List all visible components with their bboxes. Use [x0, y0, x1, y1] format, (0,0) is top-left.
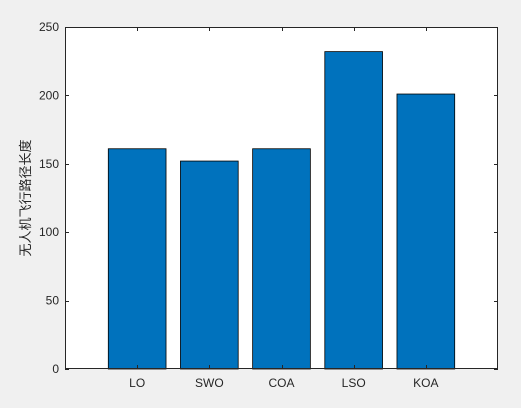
bar-koa	[396, 93, 456, 370]
bars-layer	[107, 51, 456, 370]
axes-box	[65, 27, 498, 369]
y-tick-label: 200	[39, 88, 59, 102]
x-tick-label-swo: SWO	[195, 376, 224, 390]
y-axis-label: 无人机飞行路径长度	[18, 139, 34, 256]
bar-coa	[252, 148, 311, 370]
x-tick-label-coa: COA	[268, 376, 294, 390]
ticks-layer: 0 50 100 150 200 250 LO SWO COA LSO KOA	[39, 20, 498, 390]
x-tick-label-lso: LSO	[342, 376, 366, 390]
y-tick-label: 50	[46, 294, 60, 308]
bar-swo	[180, 160, 239, 370]
x-tick-label-koa: KOA	[413, 376, 438, 390]
bar-lo	[107, 148, 167, 370]
y-tick-label: 100	[39, 225, 59, 239]
y-tick-label: 0	[52, 362, 59, 376]
bar-lso	[324, 51, 383, 370]
y-tick-label: 250	[39, 20, 59, 34]
x-tick-label-lo: LO	[129, 376, 145, 390]
y-tick-label: 150	[39, 157, 59, 171]
